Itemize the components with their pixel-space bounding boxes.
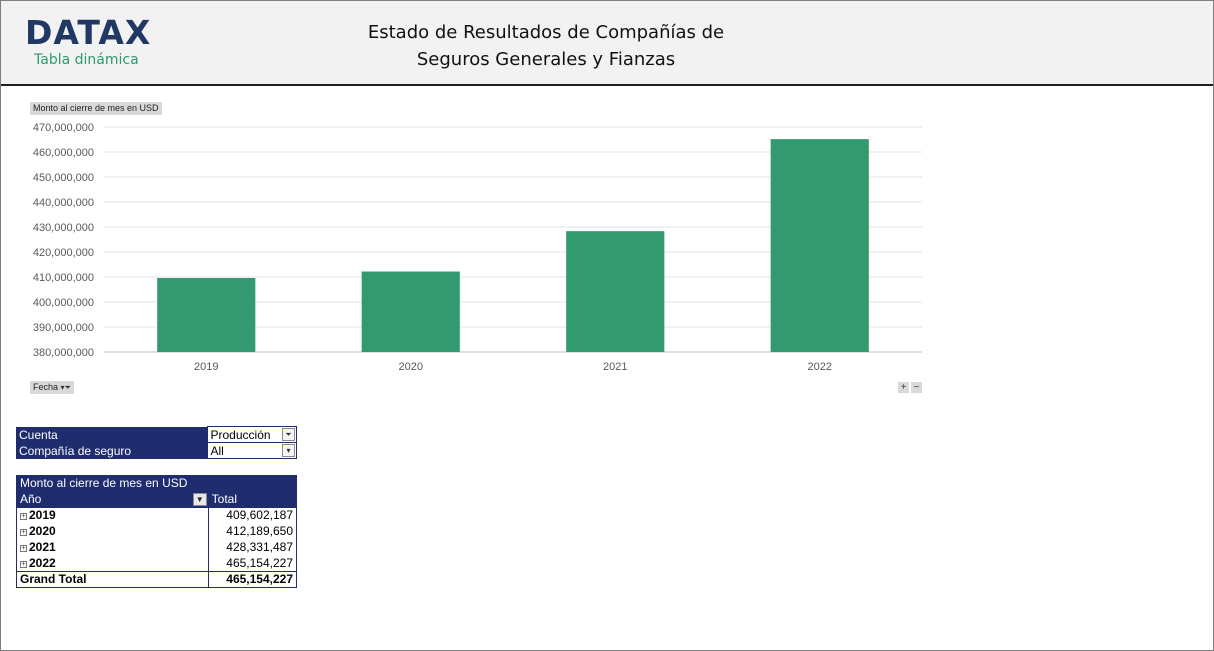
x-tick-label: 2020 <box>399 361 423 373</box>
row-year: 2019 <box>29 508 56 523</box>
y-tick-label: 380,000,000 <box>33 347 94 359</box>
y-tick-label: 430,000,000 <box>33 222 94 234</box>
x-tick-label: 2022 <box>808 361 832 373</box>
filter-dropdown-icon: ▾⏷ <box>60 383 71 392</box>
filter-label: Cuenta <box>16 426 207 443</box>
report-filter-table: Cuenta Producción ⏷ Compañía de seguro Al… <box>16 426 297 459</box>
expand-icon[interactable]: + <box>20 560 27 568</box>
y-tick-label: 440,000,000 <box>33 197 94 209</box>
table-row: +2020 412,189,650 <box>17 523 297 540</box>
pivot-table: Monto al cierre de mes en USD Año ▼ Total… <box>16 475 297 588</box>
y-tick-label: 400,000,000 <box>33 297 94 309</box>
dropdown-arrow-icon[interactable]: ▾ <box>282 444 295 457</box>
filter-value-text: All <box>210 443 224 458</box>
x-tick-label: 2021 <box>603 361 627 373</box>
filter-active-icon[interactable]: ⏷ <box>282 428 295 441</box>
row-year: 2020 <box>29 524 56 538</box>
bar-2021[interactable] <box>566 231 665 352</box>
logo-subtitle: Tabla dinámica <box>34 52 139 68</box>
axis-field-button-fecha[interactable]: Fecha ▾⏷ <box>30 381 74 394</box>
row-total: 428,331,487 <box>207 539 297 556</box>
row-field-label: Año <box>20 491 42 506</box>
row-field-header[interactable]: Año ▼ <box>16 491 209 508</box>
value-field-header: Monto al cierre de mes en USD <box>20 476 188 491</box>
y-tick-label: 450,000,000 <box>33 172 94 184</box>
y-tick-label: 470,000,000 <box>33 122 94 134</box>
x-tick-label: 2019 <box>194 361 218 373</box>
row-filter-icon[interactable]: ▼ <box>192 492 207 506</box>
expand-icon[interactable]: + <box>20 529 27 536</box>
filter-value-cuenta[interactable]: Producción ⏷ <box>206 426 297 443</box>
filter-value-text: Producción <box>210 427 271 442</box>
pivot-value-header-row: Monto al cierre de mes en USD <box>16 475 297 492</box>
report-title-line2: Seguros Generales y Fianzas <box>416 49 676 70</box>
row-label-cell: +2021 <box>17 540 209 556</box>
filter-label: Compañía de seguro <box>16 442 207 459</box>
total-column-header: Total <box>207 491 297 508</box>
bar-2020[interactable] <box>361 271 460 352</box>
row-total: 409,602,187 <box>207 507 297 524</box>
y-tick-label: 420,000,000 <box>33 247 94 259</box>
filter-value-compania[interactable]: All ▾ <box>206 442 297 459</box>
value-field-button[interactable]: Monto al cierre de mes en USD <box>30 102 162 115</box>
grand-total-value: 465,154,227 <box>207 571 297 588</box>
expand-icon[interactable]: + <box>20 513 27 521</box>
expand-icon[interactable]: + <box>20 545 27 552</box>
filter-row-compania: Compañía de seguro All ▾ <box>16 442 297 459</box>
axis-field-label: Fecha <box>33 382 59 392</box>
row-total: 465,154,227 <box>207 555 297 572</box>
row-total: 412,189,650 <box>207 523 297 540</box>
row-year: 2022 <box>29 555 56 570</box>
y-tick-label: 390,000,000 <box>33 322 94 334</box>
row-label-cell: +2019 <box>17 508 209 524</box>
table-row: +2021 428,331,487 <box>17 539 297 556</box>
logo-wordmark: DATAX <box>25 13 152 52</box>
report-header: DATAX Tabla dinámica Estado de Resultado… <box>1 1 1213 86</box>
report-title: Estado de Resultados de Compañías de Seg… <box>346 19 746 73</box>
filter-row-cuenta: Cuenta Producción ⏷ <box>16 426 297 443</box>
row-year: 2021 <box>29 540 56 554</box>
collapse-field-button[interactable]: − <box>911 382 922 393</box>
grand-total-row: Grand Total 465,154,227 <box>16 571 297 588</box>
row-label-cell: +2022 <box>17 556 209 572</box>
bar-2022[interactable] <box>770 139 869 352</box>
grand-total-label: Grand Total <box>16 571 209 588</box>
row-label-cell: +2020 <box>17 524 209 540</box>
y-tick-label: 410,000,000 <box>33 272 94 284</box>
report-title-line1: Estado de Resultados de Compañías de <box>367 22 725 43</box>
expand-field-button[interactable]: + <box>898 382 909 393</box>
pivot-column-header-row: Año ▼ Total <box>16 491 297 508</box>
table-row: +2022 465,154,227 <box>17 555 297 572</box>
bar-2019[interactable] <box>157 277 256 352</box>
table-row: +2019 409,602,187 <box>17 507 297 524</box>
datax-logo: DATAX Tabla dinámica <box>25 15 151 69</box>
y-tick-label: 460,000,000 <box>33 147 94 159</box>
empty-header-cell <box>208 476 296 492</box>
